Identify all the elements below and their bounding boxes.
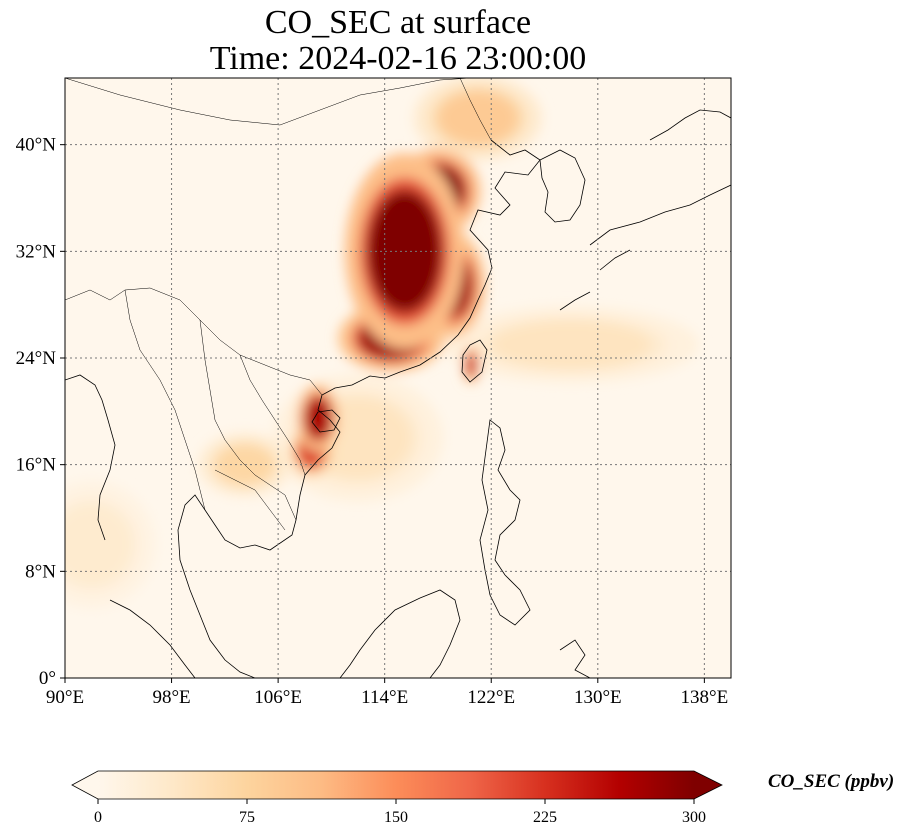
colorbar-tick-label: 0	[94, 809, 102, 826]
plume-core	[491, 320, 652, 369]
coastline-bengal	[65, 374, 116, 541]
x-tick-label: 122°E	[467, 687, 515, 708]
x-tick-label: 130°E	[574, 687, 622, 708]
y-axis: 0° 8°N 16°N 24°N 32°N 40°N	[16, 135, 65, 689]
concentration-field	[65, 78, 700, 609]
colorbar-body	[98, 771, 694, 799]
colorbar-tick-label: 225	[533, 809, 557, 826]
y-tick-label: 24°N	[16, 348, 57, 369]
colorbar-tick-label: 75	[239, 809, 255, 826]
country-borders	[65, 78, 492, 531]
chart-subtitle: Time: 2024-02-16 23:00:00	[209, 40, 587, 77]
coastline-philippines	[479, 419, 531, 626]
coastline-malay	[177, 494, 256, 678]
x-tick-label: 98°E	[152, 687, 190, 708]
coastline-taiwan	[461, 339, 488, 383]
colorbar: 0 75 150 225 300 CO_SEC (ppbv)	[71, 770, 894, 826]
colorbar-tick-label: 150	[384, 809, 408, 826]
coastline-sulawesi	[559, 639, 591, 678]
y-tick-label: 8°N	[25, 561, 56, 582]
coastline-korea	[539, 149, 586, 223]
colorbar-extend-high	[694, 771, 722, 799]
plume-core	[465, 352, 477, 377]
border-myanmar	[124, 289, 206, 511]
coastline-japan	[559, 184, 731, 311]
chart-title: CO_SEC at surface	[264, 4, 532, 41]
plume-core	[437, 91, 518, 145]
plume-core	[65, 504, 132, 585]
border-laos-vietnam	[239, 354, 306, 476]
y-tick-label: 16°N	[16, 455, 57, 476]
x-tick-label: 90°E	[46, 687, 84, 708]
x-axis: 90°E 98°E 106°E 114°E 122°E 130°E 138°E	[46, 678, 728, 708]
coastline-japan-north	[649, 109, 731, 141]
plume-core	[304, 396, 332, 440]
y-tick-label: 32°N	[16, 241, 57, 262]
x-tick-label: 138°E	[681, 687, 729, 708]
y-tick-label: 40°N	[16, 135, 57, 156]
coastline-hainan	[311, 409, 341, 433]
colorbar-extend-low	[72, 771, 98, 799]
coastline-sumatra	[109, 599, 196, 678]
map-frame	[64, 77, 732, 679]
border-thailand-cambodia	[214, 469, 286, 531]
x-tick-label: 114°E	[361, 687, 408, 708]
y-tick-label: 0°	[39, 668, 56, 689]
colorbar-tick-label: 300	[682, 809, 706, 826]
x-tick-label: 106°E	[254, 687, 302, 708]
border-china-north	[65, 78, 492, 141]
colorbar-label: CO_SEC (ppbv)	[768, 771, 894, 792]
border-indochina	[199, 319, 297, 521]
coastlines	[65, 109, 731, 678]
plume-core	[367, 190, 442, 313]
